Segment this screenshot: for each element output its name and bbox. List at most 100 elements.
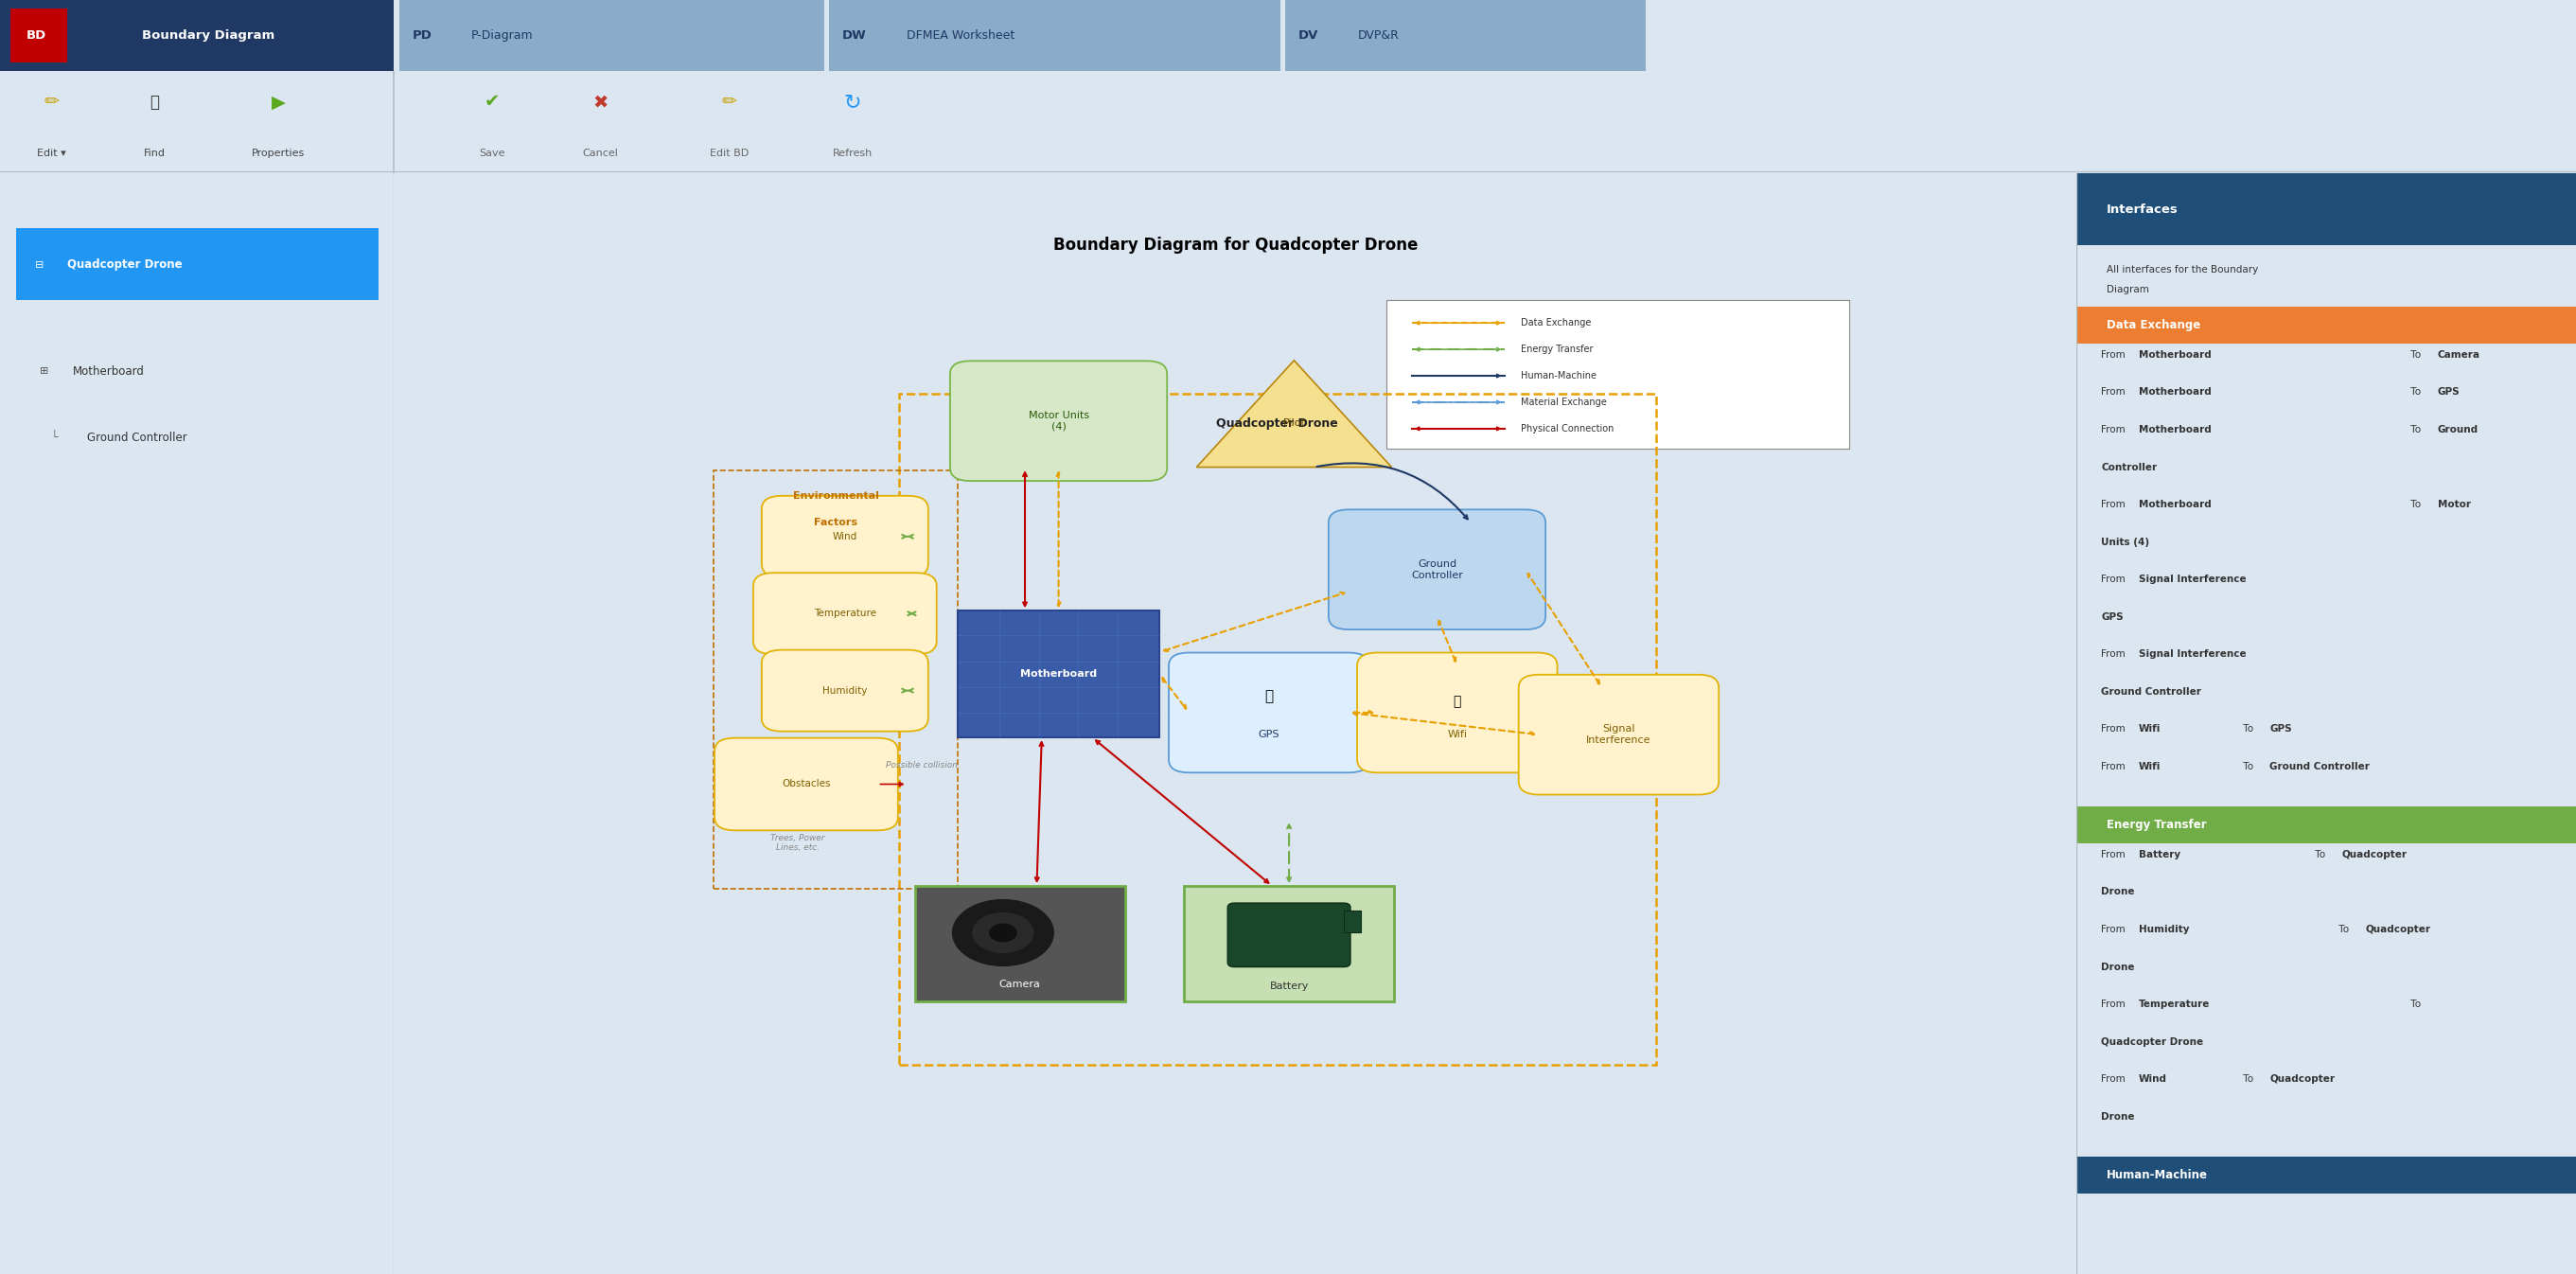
FancyBboxPatch shape	[1170, 652, 1368, 772]
Text: Humidity: Humidity	[822, 685, 868, 696]
FancyBboxPatch shape	[1358, 652, 1558, 772]
Text: Energy Transfer: Energy Transfer	[1522, 345, 1595, 354]
FancyBboxPatch shape	[1345, 911, 1360, 933]
Text: Drone: Drone	[2102, 962, 2136, 972]
Text: Signal Interference: Signal Interference	[2138, 575, 2246, 585]
Text: To: To	[2239, 1074, 2257, 1084]
Text: Ground Controller: Ground Controller	[2269, 762, 2370, 771]
Text: ⊟: ⊟	[36, 260, 44, 269]
Polygon shape	[1195, 361, 1391, 468]
Text: Battery: Battery	[1270, 981, 1309, 991]
Text: Edit BD: Edit BD	[708, 148, 750, 158]
Text: Motherboard: Motherboard	[2138, 387, 2210, 397]
Circle shape	[974, 913, 1033, 953]
Text: From: From	[2102, 1000, 2128, 1009]
Text: Energy Transfer: Energy Transfer	[2107, 819, 2205, 831]
Text: Factors: Factors	[814, 517, 858, 527]
FancyBboxPatch shape	[829, 0, 1280, 71]
FancyBboxPatch shape	[1285, 0, 1646, 71]
FancyBboxPatch shape	[752, 573, 938, 655]
FancyBboxPatch shape	[2076, 1157, 2576, 1194]
Text: Physical Connection: Physical Connection	[1522, 424, 1615, 433]
Text: ✏: ✏	[44, 93, 59, 111]
Text: Diagram: Diagram	[2107, 285, 2148, 294]
FancyBboxPatch shape	[15, 228, 379, 299]
Text: From: From	[2102, 387, 2128, 397]
Text: Human-Machine: Human-Machine	[2107, 1168, 2208, 1181]
Text: Wifi: Wifi	[1448, 730, 1468, 739]
FancyBboxPatch shape	[2076, 806, 2576, 843]
Text: Motherboard: Motherboard	[2138, 350, 2210, 359]
Text: From: From	[2102, 650, 2128, 659]
Text: Motherboard: Motherboard	[2138, 426, 2210, 434]
FancyBboxPatch shape	[1329, 510, 1546, 629]
Text: ↻: ↻	[845, 93, 860, 111]
Text: Pilot: Pilot	[1283, 418, 1306, 428]
Text: Ground: Ground	[2437, 426, 2478, 434]
Text: Quadcopter Drone: Quadcopter Drone	[2102, 1037, 2202, 1046]
FancyBboxPatch shape	[2076, 307, 2576, 344]
Text: DV: DV	[1298, 29, 1319, 42]
Text: Quadcopter: Quadcopter	[2365, 925, 2432, 934]
Text: DW: DW	[842, 29, 866, 42]
Text: Motor Units
(4): Motor Units (4)	[1028, 410, 1090, 431]
FancyBboxPatch shape	[1386, 299, 1850, 448]
Text: GPS: GPS	[2269, 725, 2293, 734]
FancyBboxPatch shape	[914, 885, 1126, 1001]
Text: Battery: Battery	[2138, 850, 2179, 860]
FancyBboxPatch shape	[958, 610, 1159, 738]
Text: All interfaces for the Boundary: All interfaces for the Boundary	[2107, 265, 2259, 275]
Text: 🔍: 🔍	[149, 93, 160, 111]
Text: ✔: ✔	[484, 93, 500, 111]
Text: Boundary Diagram: Boundary Diagram	[142, 29, 276, 42]
Text: From: From	[2102, 575, 2128, 585]
Text: ✏: ✏	[721, 93, 737, 111]
Text: PD: PD	[412, 29, 433, 42]
Text: From: From	[2102, 762, 2128, 771]
Text: Find: Find	[144, 148, 165, 158]
Text: To: To	[2336, 925, 2352, 934]
Text: DFMEA Worksheet: DFMEA Worksheet	[907, 29, 1015, 42]
Text: Refresh: Refresh	[832, 148, 873, 158]
Text: Camera: Camera	[999, 980, 1041, 989]
Text: Temperature: Temperature	[814, 609, 876, 618]
Text: From: From	[2102, 925, 2128, 934]
Text: Quadcopter Drone: Quadcopter Drone	[1216, 417, 1337, 429]
Text: To: To	[2409, 387, 2424, 397]
Text: Possible collision: Possible collision	[886, 761, 958, 769]
Text: Data Exchange: Data Exchange	[2107, 318, 2200, 331]
Text: Motherboard: Motherboard	[72, 366, 144, 377]
Text: Motor: Motor	[2437, 499, 2470, 510]
Text: Temperature: Temperature	[2138, 1000, 2210, 1009]
Text: Obstacles: Obstacles	[783, 780, 829, 789]
Text: From: From	[2102, 426, 2128, 434]
Circle shape	[989, 924, 1018, 941]
Text: Environmental: Environmental	[793, 490, 878, 501]
FancyBboxPatch shape	[2076, 173, 2576, 245]
Text: To: To	[2239, 762, 2257, 771]
Text: Signal
Interference: Signal Interference	[1587, 725, 1651, 745]
Text: DVP&R: DVP&R	[1358, 29, 1399, 42]
Text: GPS: GPS	[1257, 730, 1280, 739]
Text: From: From	[2102, 499, 2128, 510]
Text: From: From	[2102, 850, 2128, 860]
Text: Humidity: Humidity	[2138, 925, 2190, 934]
Text: Ground Controller: Ground Controller	[88, 432, 188, 443]
Text: Motherboard: Motherboard	[2138, 499, 2210, 510]
Text: Wifi: Wifi	[2138, 725, 2161, 734]
Text: Edit ▾: Edit ▾	[36, 148, 67, 158]
Text: Quadcopter: Quadcopter	[2269, 1074, 2334, 1084]
FancyBboxPatch shape	[762, 496, 927, 577]
Text: Properties: Properties	[252, 148, 304, 158]
Text: Signal Interference: Signal Interference	[2138, 650, 2246, 659]
Text: GPS: GPS	[2102, 612, 2123, 622]
Circle shape	[953, 899, 1054, 966]
Text: Cancel: Cancel	[582, 148, 618, 158]
Text: To: To	[2409, 350, 2424, 359]
FancyBboxPatch shape	[399, 0, 824, 71]
Text: ✖: ✖	[592, 93, 608, 111]
Text: From: From	[2102, 725, 2128, 734]
Text: Units (4): Units (4)	[2102, 538, 2148, 547]
Text: Trees, Power
Lines, etc.: Trees, Power Lines, etc.	[770, 833, 824, 852]
Text: To: To	[2409, 426, 2424, 434]
